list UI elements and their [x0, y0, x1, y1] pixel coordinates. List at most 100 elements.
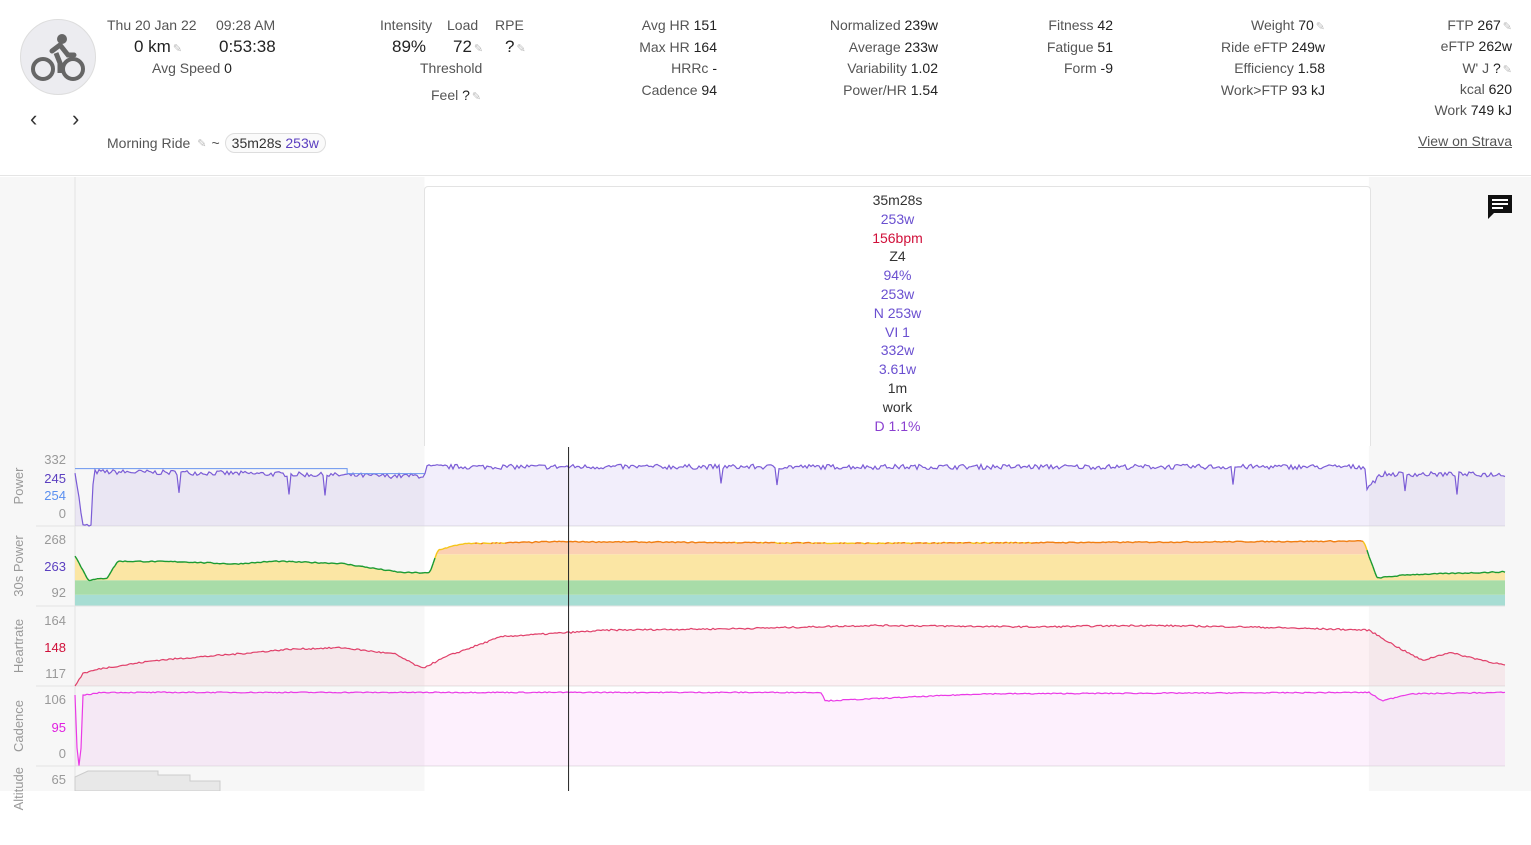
power30-line — [649, 542, 651, 543]
rpe-label: RPE — [495, 17, 524, 33]
power30-line — [1133, 542, 1135, 543]
tooltip-line: VI 1 — [425, 323, 1370, 342]
power30-line — [501, 543, 503, 544]
stat-label: Form — [1064, 60, 1097, 76]
power30-line — [1277, 541, 1279, 542]
stat-value: 239w — [905, 17, 938, 33]
axis-tick: 0 — [34, 506, 66, 521]
power30-line — [315, 562, 317, 563]
comment-icon[interactable] — [1486, 193, 1514, 219]
axis-tick: 92 — [34, 585, 66, 600]
edit-icon[interactable]: ✎ — [1503, 21, 1512, 33]
power30-line — [577, 542, 579, 543]
power30-line — [1203, 542, 1205, 543]
power30-line — [1469, 572, 1471, 573]
edit-name-icon[interactable]: ✎ — [197, 137, 206, 150]
power30-line — [1411, 574, 1413, 575]
power30-line — [1227, 541, 1229, 542]
power30-line — [855, 543, 857, 544]
stat-label: Work>FTP — [1221, 82, 1288, 98]
stat-row: Work 749 kJ — [1434, 102, 1512, 123]
power30-line — [441, 549, 443, 550]
stat-row: Normalized 239w — [830, 17, 938, 39]
power30-line — [193, 562, 195, 563]
edit-icon[interactable]: ✎ — [516, 43, 525, 55]
stat-label: Efficiency — [1234, 60, 1294, 76]
axis-tick: 254 — [34, 488, 66, 503]
stat-row: Ride eFTP 249w — [1221, 39, 1325, 61]
power30-line — [195, 562, 197, 563]
power30-line — [613, 542, 615, 543]
stat-label: Average — [849, 39, 901, 55]
power30-line — [685, 542, 687, 543]
power30-line — [277, 561, 279, 562]
power30-line — [1009, 542, 1011, 543]
power30-line — [491, 543, 493, 544]
power30-line — [1169, 542, 1171, 543]
edit-icon[interactable]: ✎ — [173, 43, 182, 55]
edit-icon[interactable]: ✎ — [472, 91, 481, 103]
stat-value: 93 kJ — [1292, 82, 1325, 98]
power30-line — [1233, 542, 1235, 543]
tilde: ~ — [211, 135, 219, 151]
power30-line — [413, 572, 415, 573]
power30-line — [1229, 541, 1231, 542]
power30-line — [911, 543, 913, 544]
power30-line — [1417, 574, 1419, 575]
power30-line — [573, 541, 575, 542]
power30-line — [123, 561, 125, 562]
power30-line — [725, 542, 727, 543]
stat-label: Avg HR — [642, 17, 690, 33]
power30-line — [363, 566, 365, 567]
rpe-value[interactable]: ?✎ — [505, 37, 526, 57]
power30-line — [1397, 575, 1399, 576]
power30-line — [755, 542, 757, 543]
stat-label: Cadence — [641, 82, 697, 98]
stat-value: 94 — [701, 82, 717, 98]
power30-line — [255, 562, 257, 563]
tooltip-line: Z4 — [425, 247, 1370, 266]
stat-label: W' J — [1462, 60, 1489, 76]
stat-value: 51 — [1097, 39, 1113, 55]
axis-tick: 0 — [34, 746, 66, 761]
stat-row: Max HR 164 — [639, 39, 717, 61]
load-value[interactable]: 72✎ — [453, 37, 483, 57]
stat-label: Weight — [1251, 17, 1294, 33]
power30-line — [1103, 542, 1105, 543]
power30-line — [877, 543, 879, 544]
axis-tick: 95 — [34, 720, 66, 735]
stat-value: 1.02 — [911, 60, 938, 76]
power30-line — [663, 542, 665, 543]
stat-label: Ride eFTP — [1221, 39, 1288, 55]
interval-pill[interactable]: 35m28s 253w — [225, 133, 326, 153]
edit-icon[interactable]: ✎ — [474, 43, 483, 55]
next-activity-button[interactable]: › — [72, 106, 79, 132]
power30-line — [1499, 572, 1501, 573]
cadence-area — [75, 692, 1505, 766]
stat-value: - — [712, 60, 717, 76]
power30-line — [1213, 541, 1215, 542]
activity-name[interactable]: Morning Ride — [107, 135, 190, 151]
power30-line — [1381, 577, 1383, 578]
power30-line — [1061, 542, 1063, 543]
power30-line — [1441, 573, 1443, 574]
power30-line — [977, 542, 979, 543]
distance[interactable]: 0 km✎ — [134, 37, 182, 57]
power30-line — [935, 543, 937, 544]
power30-line — [893, 543, 895, 544]
edit-icon[interactable]: ✎ — [1503, 64, 1512, 76]
feel[interactable]: Feel ?✎ — [431, 87, 481, 103]
view-on-strava-link[interactable]: View on Strava — [1418, 133, 1512, 149]
power30-line — [681, 542, 683, 543]
stat-label: Fitness — [1048, 17, 1093, 33]
previous-activity-button[interactable]: ‹ — [30, 106, 37, 132]
load-number: 72 — [453, 37, 472, 56]
power30-line — [1013, 542, 1015, 543]
power30-line — [1361, 541, 1363, 542]
power30-line — [839, 543, 841, 544]
intensity-value: 89% — [392, 37, 426, 57]
edit-icon[interactable]: ✎ — [1316, 21, 1325, 33]
power30-line — [667, 542, 669, 543]
power30-line — [811, 543, 813, 544]
power30-line — [937, 543, 939, 544]
